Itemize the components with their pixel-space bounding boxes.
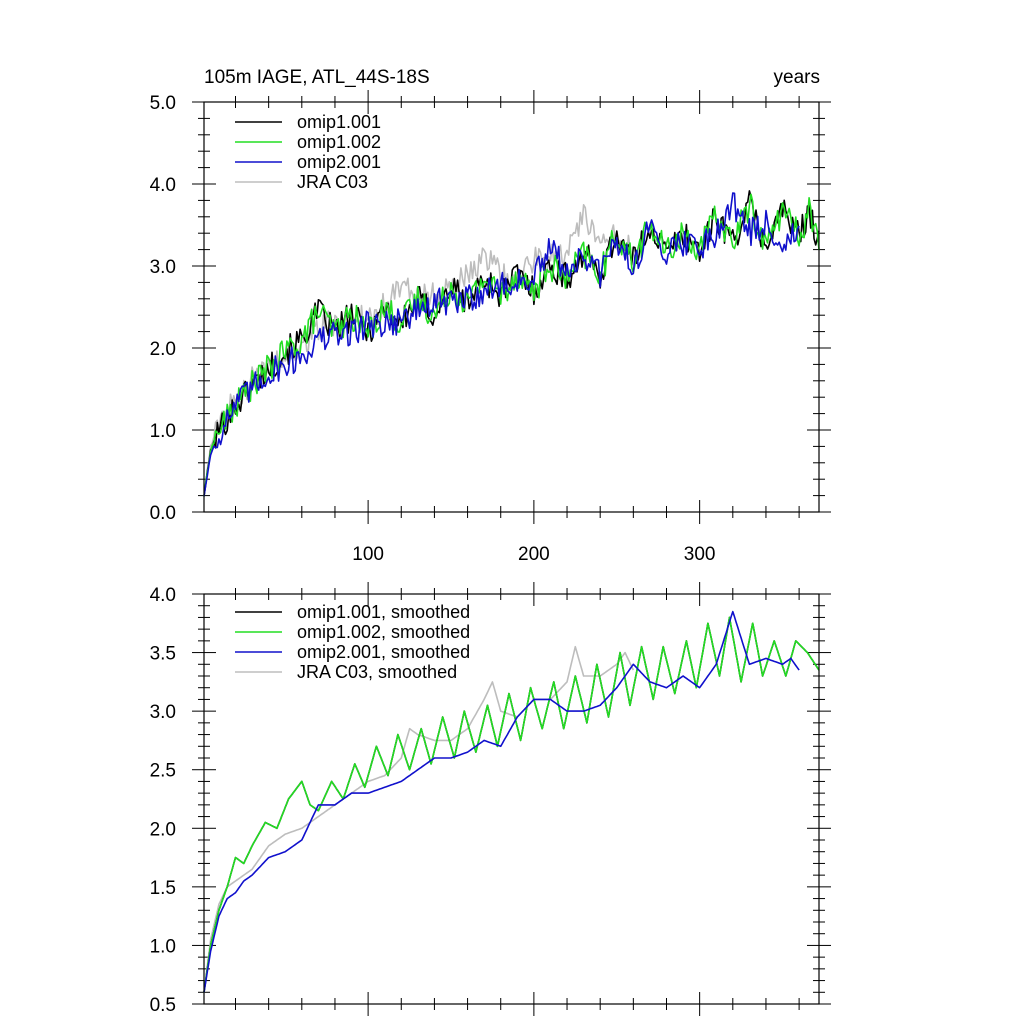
y-tick-label: 4.0 [150, 585, 176, 606]
y-tick-label: 3.5 [150, 644, 176, 665]
y-tick-label: 1.0 [150, 421, 176, 442]
bottom-chart-panel: 0.5 1.0 1.5 2.0 2.5 3.0 3.5 4.0 omip1.001, smoo… [150, 582, 831, 1016]
legend-label: omip1.001, smoothed [297, 602, 470, 622]
x-tick-label: 300 [684, 544, 716, 565]
series-line-omip1-001 [203, 190, 820, 497]
y-tick-label: 4.0 [150, 175, 176, 196]
x-tick-label: 200 [518, 544, 550, 565]
y-tick-label: 2.5 [150, 761, 176, 782]
x-tick-label: 100 [352, 544, 384, 565]
top-series-lines [203, 190, 820, 497]
y-tick-label: 5.0 [150, 93, 176, 114]
y-tick-label: 3.0 [150, 257, 176, 278]
legend-label: omip2.001, smoothed [297, 642, 470, 662]
y-tick-label: 3.0 [150, 702, 176, 723]
series-line-omip2-001-smoothed [203, 610, 800, 993]
series-line-omip1-002 [203, 193, 820, 497]
y-tick-label: 2.0 [150, 819, 176, 840]
bottom-axis-ticks: 0.5 1.0 1.5 2.0 2.5 3.0 3.5 4.0 [150, 582, 831, 1016]
top-chart-panel: 105m IAGE, ATL_44S-18S years 0.0 1.0 2.0 3.… [150, 67, 831, 565]
top-axis-ticks: 0.0 1.0 2.0 3.0 4.0 5.0 100 200 300 [150, 90, 831, 565]
legend-label: omip1.002, smoothed [297, 622, 470, 642]
series-line-jra-c03 [203, 204, 635, 497]
y-tick-label: 1.0 [150, 936, 176, 957]
y-tick-label: 1.5 [150, 878, 176, 899]
legend-label: omip2.001 [297, 152, 381, 172]
chart-title: 105m IAGE, ATL_44S-18S [204, 67, 430, 88]
legend-label: omip1.001 [297, 112, 381, 132]
bottom-series-lines [203, 610, 820, 993]
y-tick-label: 0.5 [150, 995, 176, 1016]
y-tick-label: 0.0 [150, 503, 176, 524]
legend-label: JRA C03, smoothed [297, 662, 457, 682]
bottom-plot-frame [203, 593, 820, 1005]
legend-label: JRA C03 [297, 172, 368, 192]
series-line-jra-c03-smoothed [203, 645, 635, 993]
top-plot-frame [203, 101, 820, 513]
chart-units-label: years [774, 67, 820, 88]
legend-label: omip1.002 [297, 132, 381, 152]
series-line-omip2-001 [203, 192, 800, 497]
y-tick-label: 2.0 [150, 339, 176, 360]
